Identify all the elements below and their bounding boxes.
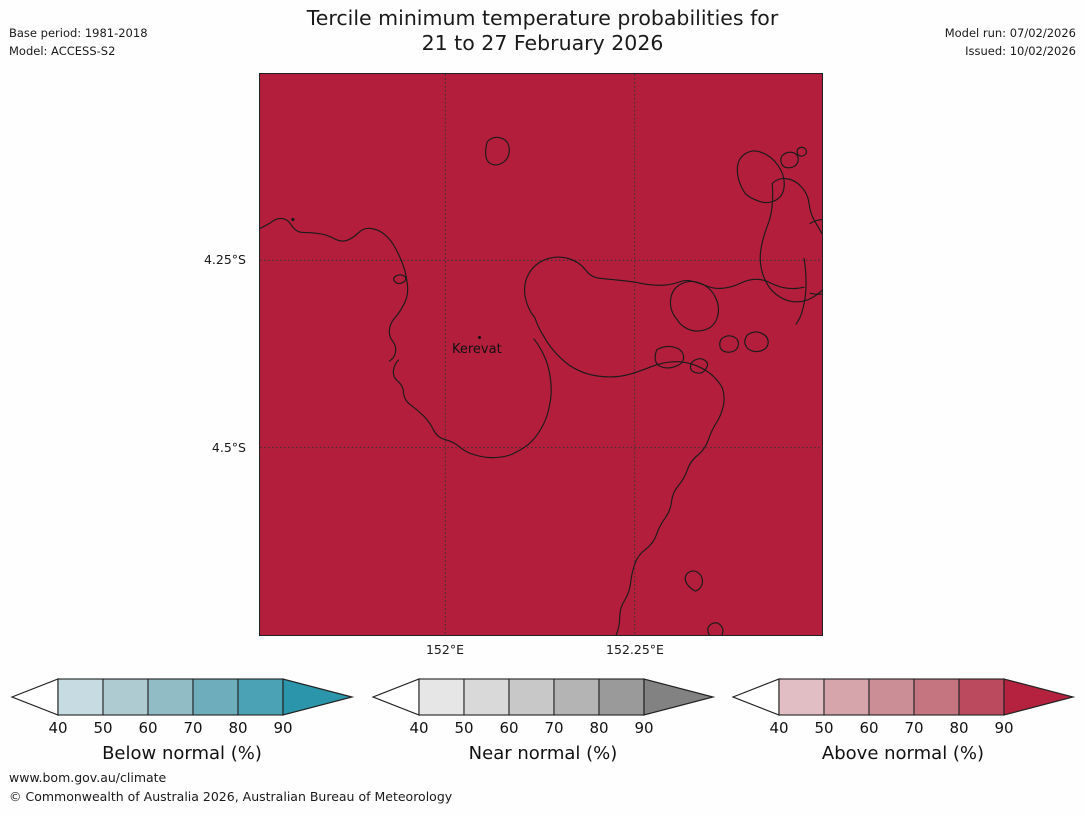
legend-above-tick-70: 70 [904,719,924,737]
legend-near-normal-bar [371,678,716,716]
coastline-gazelle-southwest [392,338,552,459]
map-canvas [260,74,822,635]
legend-above-normal-caption: Above normal (%) [821,743,985,764]
coastline-north-central [523,256,805,319]
coastline-duke-of-york-islet-b [796,146,808,157]
legend-below-tick-60: 60 [138,719,158,737]
legend-above-over-arrow [1003,678,1076,716]
legend-above-tick-90: 90 [994,719,1014,737]
coastline-islet-small [393,274,407,285]
legend-near-over-arrow [643,678,716,716]
coastline-new-ireland-tip [759,177,822,303]
header-metadata-left: Base period: 1981-2018 Model: ACCESS-S2 [9,24,148,60]
legend-above-tick-40: 40 [769,719,789,737]
map-coastlines [260,136,822,635]
legend-below-band-60 [147,678,194,716]
legend-above-band-60 [868,678,915,716]
y-axis-tick-4.5S: 4.5°S [211,440,246,455]
legend-near-tick-80: 80 [589,719,609,737]
legend-above-band-80 [958,678,1005,716]
legend-below-tick-70: 70 [183,719,203,737]
legend-above-tick-60: 60 [859,719,879,737]
legend-below-tick-50: 50 [93,719,113,737]
page-title: Tercile minimum temperature probabilitie… [0,6,1085,56]
coastline-bay-notch-1 [684,570,703,592]
coastline-watom-island [485,136,510,166]
coastline-gazelle-northwest [260,217,409,362]
coastline-bay-notch-2 [707,622,724,635]
map-place-dots [291,217,295,222]
legend-below-tick-90: 90 [273,719,293,737]
x-axis-tick-152.25E: 152.25°E [606,642,664,657]
legend-near-under-arrow [371,678,420,716]
legend-above-under-arrow [731,678,780,716]
title-line-1: Tercile minimum temperature probabilitie… [306,6,779,30]
legend-near-tick-70: 70 [544,719,564,737]
legend-below-normal-caption: Below normal (%) [102,743,262,764]
footer-copyright: © Commonwealth of Australia 2026, Austra… [9,789,453,804]
footer-website[interactable]: www.bom.gov.au/climate [9,770,167,785]
legend-near-band-50 [463,678,510,716]
coastline-islet-c [654,345,685,369]
coastline-new-ireland-inner [795,257,807,325]
legend-above-band-50 [823,678,870,716]
legend-near-band-70 [553,678,600,716]
legend-near-tick-90: 90 [634,719,654,737]
header-metadata-right: Model run: 07/02/2026 Issued: 10/02/2026 [945,24,1076,60]
coastline-islet-d [689,358,709,374]
legend-below-normal[interactable]: 40 50 60 70 80 90 Below normal (%) [8,676,356,764]
legend-above-band-40 [778,678,825,716]
title-line-2: 21 to 27 February 2026 [421,31,664,55]
legend-below-normal-bar [10,678,355,716]
legend-below-normal-ticks: 40 50 60 70 80 90 [8,719,356,741]
city-label-kerevat: Kerevat [452,342,502,357]
legend-above-normal-ticks: 40 50 60 70 80 90 [729,719,1077,741]
coastline-kokopo-bulge [534,317,723,389]
legend-near-tick-50: 50 [454,719,474,737]
footer: www.bom.gov.au/climate © Commonwealth of… [9,768,452,806]
legend-near-tick-60: 60 [499,719,519,737]
legend-above-normal-bar [731,678,1076,716]
legend-below-band-40 [57,678,104,716]
map-gridlines [260,74,822,635]
legend-below-band-50 [102,678,149,716]
x-axis-tick-152E: 152°E [425,642,464,657]
legend-above-tick-50: 50 [814,719,834,737]
legend-near-band-80 [598,678,645,716]
city-marker-kerevat[interactable] [478,336,481,339]
legend-below-tick-40: 40 [48,719,68,737]
legend-below-under-arrow [10,678,59,716]
legend-below-band-80 [237,678,284,716]
legend-above-band-70 [913,678,960,716]
issued-label: Issued: 10/02/2026 [965,44,1076,58]
legend-below-over-arrow [282,678,355,716]
probability-map[interactable]: Kerevat [259,73,823,636]
legend-above-tick-80: 80 [949,719,969,737]
legend-near-normal-caption: Near normal (%) [468,743,618,764]
legend-above-normal[interactable]: 40 50 60 70 80 90 Above normal (%) [729,676,1077,764]
legend-near-normal-ticks: 40 50 60 70 80 90 [369,719,717,741]
coastline-duke-of-york-islet-a [780,151,799,169]
legend-near-band-60 [508,678,555,716]
coastline-islet-f [744,331,769,353]
model-label: Model: ACCESS-S2 [9,44,116,58]
coastline-duke-of-york-main [736,150,785,204]
legend-below-band-70 [192,678,239,716]
base-period-label: Base period: 1981-2018 [9,26,148,40]
legend-below-tick-80: 80 [228,719,248,737]
legend-near-band-40 [418,678,465,716]
coastline-small-island-group [669,280,720,332]
coastline-east-south [615,387,725,635]
model-run-label: Model run: 07/02/2026 [944,26,1076,40]
legend-near-tick-40: 40 [409,719,429,737]
place-dot-northwest [291,217,295,222]
coastline-islet-e [719,335,740,353]
y-axis-tick-4.25S: 4.25°S [203,252,246,267]
legend-near-normal[interactable]: 40 50 60 70 80 90 Near normal (%) [369,676,717,764]
